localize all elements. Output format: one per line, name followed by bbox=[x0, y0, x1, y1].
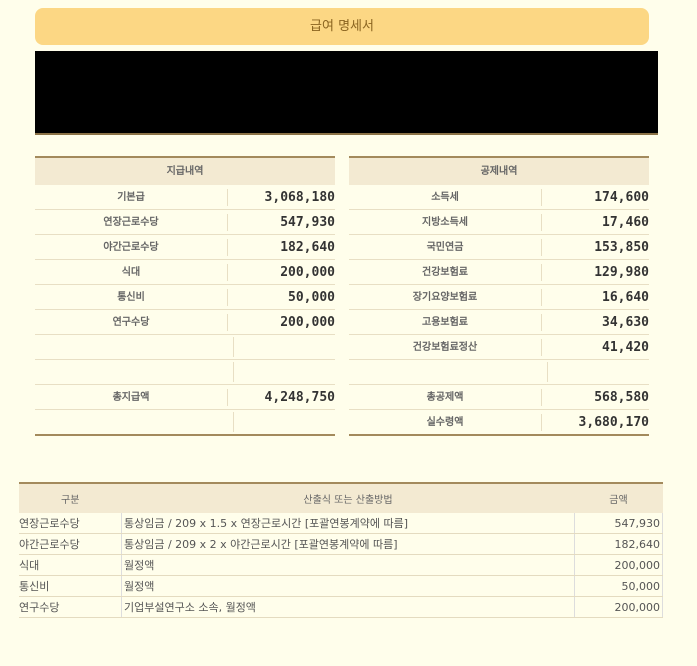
row-label: 야간근로수당 bbox=[35, 238, 228, 256]
row-label: 지방소득세 bbox=[349, 213, 542, 231]
item-cell: 식대 bbox=[19, 554, 122, 576]
row-label: 통신비 bbox=[35, 288, 228, 306]
row-label: 총공제액 bbox=[349, 388, 542, 406]
item-cell: 연구수당 bbox=[19, 596, 122, 618]
amount-cell: 200,000 bbox=[574, 596, 663, 618]
row-value: 17,460 bbox=[602, 214, 649, 230]
row-value: 50,000 bbox=[288, 289, 335, 305]
row-label bbox=[35, 412, 234, 432]
deductions-row bbox=[349, 360, 649, 385]
payments-row: 연장근로수당 547,930 bbox=[35, 210, 335, 235]
deductions-row: 지방소득세 17,460 bbox=[349, 210, 649, 235]
row-value: 547,930 bbox=[280, 214, 335, 230]
row-label: 소득세 bbox=[349, 188, 542, 206]
row-label: 건강보험료정산 bbox=[349, 338, 542, 356]
item-cell: 야간근로수당 bbox=[19, 533, 122, 555]
method-cell: 월정액 bbox=[121, 554, 575, 576]
deductions-row: 국민연금 153,850 bbox=[349, 235, 649, 260]
row-value: 41,420 bbox=[602, 339, 649, 355]
row-label bbox=[349, 362, 548, 382]
row-value: 3,068,180 bbox=[264, 189, 335, 205]
payments-row bbox=[35, 360, 335, 385]
row-value: 34,630 bbox=[602, 314, 649, 330]
row-label: 장기요양보험료 bbox=[349, 288, 542, 306]
row-label: 실수령액 bbox=[349, 413, 542, 431]
row-value: 174,600 bbox=[594, 189, 649, 205]
row-label: 고용보험료 bbox=[349, 313, 542, 331]
page-title: 급여 명세서 bbox=[35, 8, 649, 45]
method-cell: 월정액 bbox=[121, 575, 575, 597]
payments-row: 기본급 3,068,180 bbox=[35, 185, 335, 210]
row-label: 식대 bbox=[35, 263, 228, 281]
deductions-row: 총공제액 568,580 bbox=[349, 385, 649, 410]
payments-row: 총지급액 4,248,750 bbox=[35, 385, 335, 410]
deductions-table: 공제내역 소득세 174,600 지방소득세 17,460 국민연금 153,850 건강보… bbox=[349, 156, 649, 436]
payments-row: 통신비 50,000 bbox=[35, 285, 335, 310]
payments-header: 지급내역 bbox=[35, 158, 335, 185]
row-label: 건강보험료 bbox=[349, 263, 542, 281]
method-cell: 통상임금 / 209 x 2 x 야간근로시간 [포괄연봉계약에 따름] bbox=[121, 533, 575, 555]
deductions-row: 고용보험료 34,630 bbox=[349, 310, 649, 335]
payments-row: 야간근로수당 182,640 bbox=[35, 235, 335, 260]
col-amount: 금액 bbox=[574, 483, 663, 513]
method-cell: 통상임금 / 209 x 1.5 x 연장근로시간 [포괄연봉계약에 따름] bbox=[121, 513, 575, 534]
payments-row: 연구수당 200,000 bbox=[35, 310, 335, 335]
item-cell: 통신비 bbox=[19, 575, 122, 597]
item-cell: 연장근로수당 bbox=[19, 513, 122, 534]
row-label: 연구수당 bbox=[35, 313, 228, 331]
redacted-employee-info bbox=[35, 51, 658, 135]
payments-row: 식대 200,000 bbox=[35, 260, 335, 285]
deductions-row: 소득세 174,600 bbox=[349, 185, 649, 210]
row-value: 4,248,750 bbox=[264, 389, 335, 405]
deductions-row: 건강보험료정산 41,420 bbox=[349, 335, 649, 360]
amount-cell: 547,930 bbox=[574, 513, 663, 534]
method-cell: 기업부설연구소 소속, 월정액 bbox=[121, 596, 575, 618]
row-value: 182,640 bbox=[280, 239, 335, 255]
row-label bbox=[35, 337, 234, 357]
amount-cell: 50,000 bbox=[574, 575, 663, 597]
calculation-table: 구분 산출식 또는 산출방법 금액 연장근로수당 통상임금 / 209 x 1.5… bbox=[19, 482, 663, 618]
row-value: 3,680,170 bbox=[578, 414, 649, 430]
payments-table: 지급내역 기본급 3,068,180 연장근로수당 547,930 야간근로수당 182,… bbox=[35, 156, 335, 436]
col-item: 구분 bbox=[19, 483, 122, 513]
row-label: 국민연금 bbox=[349, 238, 542, 256]
amount-cell: 182,640 bbox=[574, 533, 663, 555]
calculation-row: 야간근로수당 통상임금 / 209 x 2 x 야간근로시간 [포괄연봉계약에 따… bbox=[19, 533, 663, 555]
row-value: 200,000 bbox=[280, 314, 335, 330]
row-value: 129,980 bbox=[594, 264, 649, 280]
row-value: 568,580 bbox=[594, 389, 649, 405]
deductions-row: 실수령액 3,680,170 bbox=[349, 410, 649, 434]
row-label bbox=[35, 362, 234, 382]
row-value: 16,640 bbox=[602, 289, 649, 305]
row-value: 200,000 bbox=[280, 264, 335, 280]
row-value: 153,850 bbox=[594, 239, 649, 255]
col-method: 산출식 또는 산출방법 bbox=[121, 483, 575, 513]
row-label: 연장근로수당 bbox=[35, 213, 228, 231]
payments-row bbox=[35, 410, 335, 434]
row-label: 기본급 bbox=[35, 188, 228, 206]
deductions-header: 공제내역 bbox=[349, 158, 649, 185]
calculation-row: 연장근로수당 통상임금 / 209 x 1.5 x 연장근로시간 [포괄연봉계약에… bbox=[19, 513, 663, 534]
amount-cell: 200,000 bbox=[574, 554, 663, 576]
payments-row bbox=[35, 335, 335, 360]
calculation-row: 식대 월정액 200,000 bbox=[19, 554, 663, 576]
deductions-row: 건강보험료 129,980 bbox=[349, 260, 649, 285]
deductions-row: 장기요양보험료 16,640 bbox=[349, 285, 649, 310]
row-label: 총지급액 bbox=[35, 388, 228, 406]
calculation-row: 통신비 월정액 50,000 bbox=[19, 575, 663, 597]
calculation-row: 연구수당 기업부설연구소 소속, 월정액 200,000 bbox=[19, 596, 663, 618]
